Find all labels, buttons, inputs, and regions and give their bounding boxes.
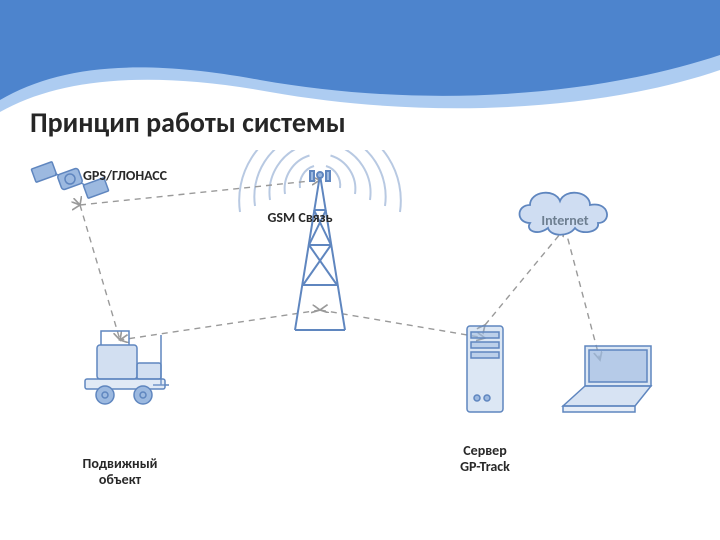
page-title: Принцип работы системы	[30, 105, 346, 140]
gsm-tower-icon	[275, 165, 365, 340]
gsm-label: GSM Связь	[220, 210, 380, 226]
server-label: Сервер GP-Track	[405, 443, 565, 475]
mobile-object-icon	[65, 325, 175, 420]
header-wave	[0, 0, 720, 120]
gps-label: GPS/ГЛОНАСС	[45, 168, 205, 184]
server-icon	[455, 320, 515, 425]
internet-label: Internet	[485, 213, 645, 229]
mobile-label: Подвижный объект	[40, 456, 200, 488]
laptop-icon	[555, 340, 665, 425]
system-diagram: GPS/ГЛОНАСС GSM Связь Internet Подвижный…	[0, 150, 720, 530]
